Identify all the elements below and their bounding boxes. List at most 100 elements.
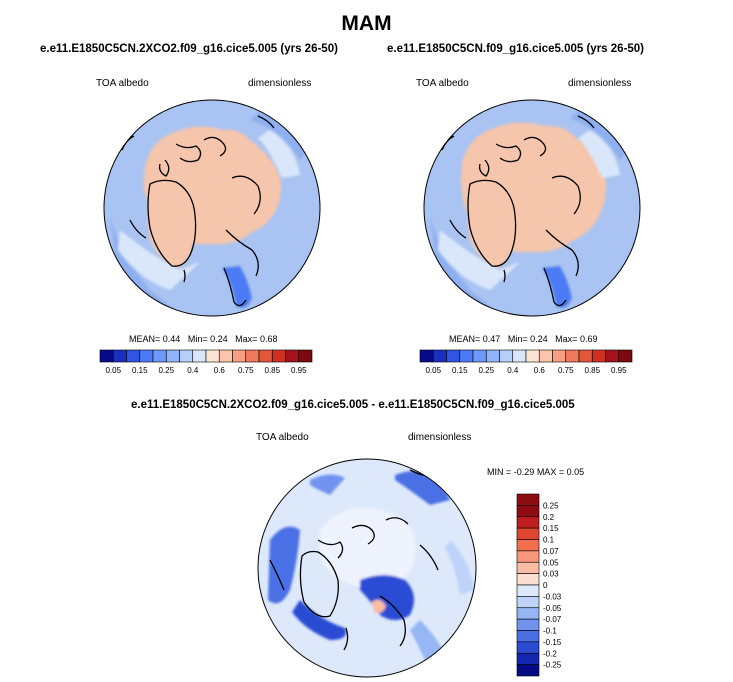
colorbar-swatch bbox=[512, 349, 527, 363]
colorbar-swatch bbox=[516, 641, 540, 654]
colorbar-swatch bbox=[578, 349, 593, 363]
colorbar-swatch bbox=[516, 607, 540, 620]
max-value: 0.05 bbox=[566, 467, 585, 477]
colorbar-tick-label: -0.1 bbox=[543, 627, 557, 636]
colorbar-swatch bbox=[165, 349, 180, 363]
max-label: MAX = bbox=[536, 467, 565, 477]
panel2-stats: MEAN= 0.47 Min= 0.24 Max= 0.69 bbox=[449, 334, 597, 344]
colorbar-tick-label: 0.05 bbox=[425, 366, 441, 375]
siberia-cloud bbox=[258, 130, 300, 178]
colorbar-swatch bbox=[516, 550, 540, 563]
min-label: Min= bbox=[507, 334, 528, 344]
colorbar-swatch bbox=[432, 349, 447, 363]
colorbar-tick-label: 0.75 bbox=[238, 366, 254, 375]
diff-case-title: e.e11.E1850C5CN.2XCO2.f09_g16.cice5.005 … bbox=[131, 399, 575, 411]
colorbar-swatch bbox=[245, 349, 260, 363]
colorbar-swatch bbox=[591, 349, 606, 363]
colorbar-tick-label: 0.85 bbox=[264, 366, 280, 375]
colorbar-swatch bbox=[516, 516, 540, 529]
diff-units: dimensionless bbox=[408, 432, 472, 443]
siberia-cloud bbox=[578, 130, 620, 178]
colorbar-tick-label: 0.05 bbox=[105, 366, 121, 375]
figure-title: MAM bbox=[341, 12, 392, 35]
colorbar-tick-label: 0.25 bbox=[158, 366, 174, 375]
colorbar-swatch bbox=[446, 349, 461, 363]
colorbar-tick-label: 0.15 bbox=[452, 366, 468, 375]
min-label: Min= bbox=[187, 334, 208, 344]
max-value: 0.69 bbox=[579, 334, 598, 344]
colorbar-swatch bbox=[565, 349, 580, 363]
colorbar-tick-label: -0.25 bbox=[543, 661, 562, 670]
colorbar-swatch bbox=[485, 349, 500, 363]
colorbar-swatch bbox=[99, 349, 114, 363]
colorbar-tick-label: 0.03 bbox=[543, 570, 559, 579]
mean-label: MEAN= bbox=[129, 334, 161, 344]
colorbar-tick-label: 0.25 bbox=[478, 366, 494, 375]
colorbar-tick-label: -0.05 bbox=[543, 604, 562, 613]
min-value: 0.24 bbox=[210, 334, 228, 344]
min-value: 0.24 bbox=[530, 334, 548, 344]
colorbar-swatch bbox=[516, 664, 540, 677]
colorbar-swatch bbox=[516, 493, 540, 506]
ice-margin-decrease bbox=[268, 526, 300, 604]
colorbar-swatch bbox=[285, 349, 300, 363]
panel2-case-title: e.e11.E1850C5CN.f09_g16.cice5.005 (yrs 2… bbox=[387, 43, 645, 55]
colorbar-swatch bbox=[459, 349, 474, 363]
panel1-variable: TOA albedo bbox=[96, 78, 149, 89]
panel2-variable: TOA albedo bbox=[416, 78, 469, 89]
colorbar-swatch bbox=[516, 573, 540, 586]
colorbar-swatch bbox=[271, 349, 286, 363]
colorbar-tick-label: 0.25 bbox=[543, 501, 559, 510]
greenland-ice bbox=[467, 180, 518, 268]
colorbar-tick-label: 0.15 bbox=[543, 524, 559, 533]
colorbar-swatch bbox=[516, 618, 540, 631]
scandinavia-low bbox=[222, 266, 252, 308]
mean-value: 0.44 bbox=[162, 334, 181, 344]
map-border bbox=[103, 99, 321, 317]
colorbar-diff: 0.25 0.2 0.15 0.1 0.07 0.05 0.03 0 -0.03 -0.05 -0.… bbox=[516, 493, 562, 677]
panel2-units: dimensionless bbox=[568, 78, 632, 89]
mean-value: 0.47 bbox=[482, 334, 501, 344]
map-border bbox=[423, 99, 641, 317]
greenland-ice bbox=[147, 180, 198, 268]
map-panel-1 bbox=[104, 100, 320, 316]
map-panel-2 bbox=[424, 100, 640, 316]
colorbar-tick-label: 0.95 bbox=[611, 366, 627, 375]
colorbar-panel-2: 0.05 0.15 0.25 0.4 0.6 0.75 0.85 0.95 bbox=[419, 349, 633, 375]
colorbar-tick-label: 0.4 bbox=[507, 366, 519, 375]
diff-stats: MIN = -0.29 MAX = 0.05 bbox=[487, 467, 584, 477]
positive-patch bbox=[372, 599, 386, 614]
colorbar-swatch bbox=[232, 349, 247, 363]
colorbar-swatch bbox=[139, 349, 154, 363]
colorbar-swatch bbox=[126, 349, 141, 363]
panel1-case-title: e.e11.E1850C5CN.2XCO2.f09_g16.cice5.005 … bbox=[40, 43, 338, 55]
colorbar-swatch bbox=[112, 349, 127, 363]
panel1-stats: MEAN= 0.44 Min= 0.24 Max= 0.68 bbox=[129, 334, 277, 344]
max-value: 0.68 bbox=[259, 334, 278, 344]
colorbar-swatch bbox=[152, 349, 167, 363]
coastlines bbox=[269, 469, 441, 651]
colorbar-tick-label: 0.07 bbox=[543, 547, 559, 556]
colorbar-swatch bbox=[192, 349, 207, 363]
map-panel-diff bbox=[258, 459, 476, 677]
colorbar-swatch bbox=[516, 630, 540, 643]
colorbar-tick-label: 0.6 bbox=[214, 366, 226, 375]
max-label: Max= bbox=[235, 334, 258, 344]
colorbar-swatch bbox=[538, 349, 553, 363]
min-value: -0.29 bbox=[513, 467, 535, 477]
max-label: Max= bbox=[555, 334, 578, 344]
colorbar-tick-label: 0.6 bbox=[534, 366, 546, 375]
central-arctic bbox=[319, 507, 416, 588]
colorbar-swatch bbox=[618, 349, 633, 363]
colorbar-swatch bbox=[472, 349, 487, 363]
colorbar-tick-label: 0.85 bbox=[584, 366, 600, 375]
colorbar-swatch bbox=[516, 539, 540, 552]
coastlines bbox=[121, 115, 275, 307]
ice-margin-decrease bbox=[310, 474, 345, 495]
colorbar-swatch bbox=[205, 349, 220, 363]
mean-label: MEAN= bbox=[449, 334, 481, 344]
land-margin bbox=[118, 230, 200, 290]
colorbar-swatch bbox=[516, 505, 540, 518]
colorbar-swatch bbox=[499, 349, 514, 363]
